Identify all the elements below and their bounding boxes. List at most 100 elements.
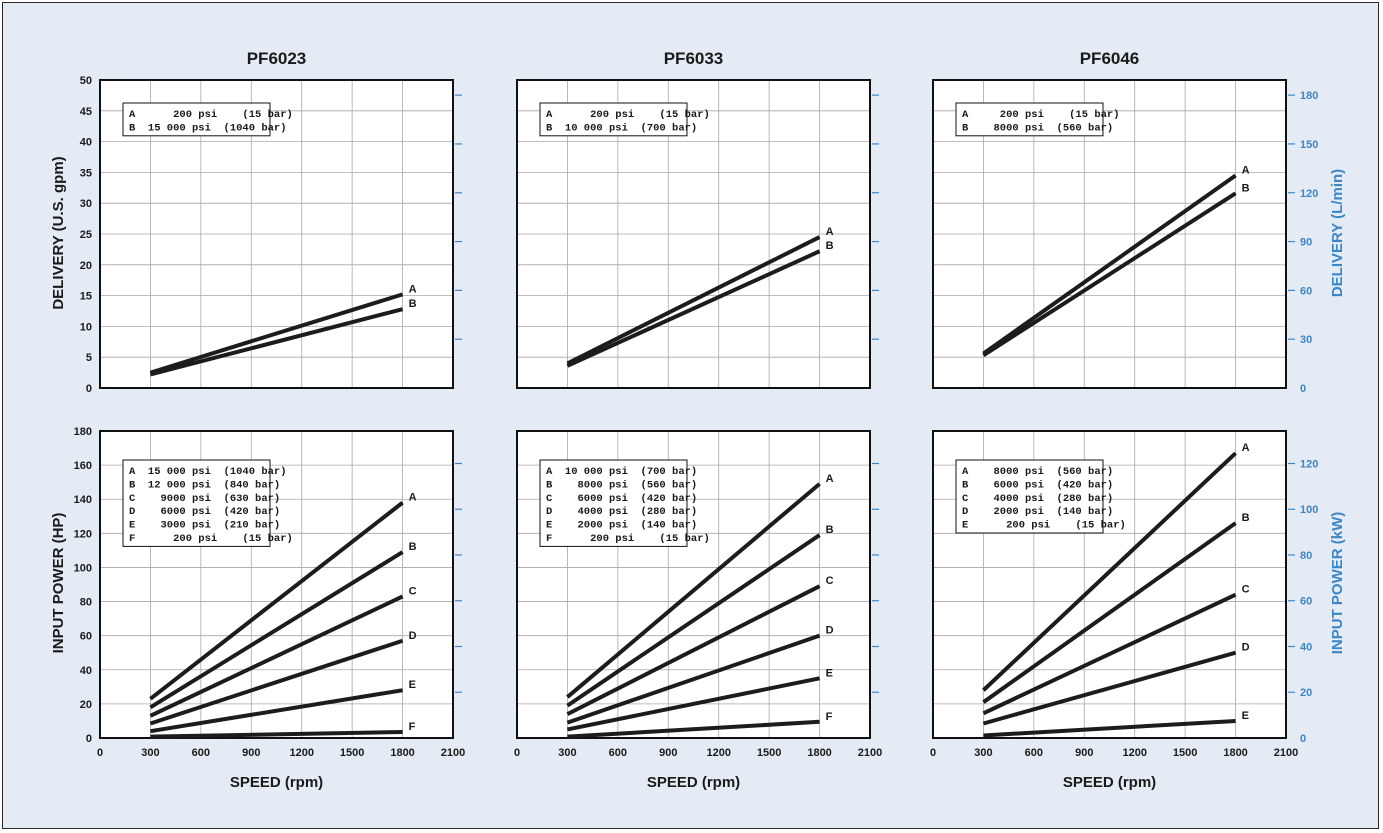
y-tick-label: 80 — [80, 597, 92, 609]
x-tick-label: 900 — [242, 747, 260, 759]
y2-tick-label: 60 — [1300, 596, 1312, 608]
legend-entry: E 2000 psi (140 bar) — [546, 520, 697, 532]
x-tick-label: 0 — [930, 747, 936, 759]
series-end-label: B — [1242, 182, 1250, 194]
series-line-a — [149, 501, 404, 701]
series-end-label: D — [826, 625, 834, 637]
series-line-a — [566, 482, 821, 699]
series-end-label: B — [826, 240, 834, 252]
series-end-label: C — [826, 575, 834, 587]
series-line-f — [567, 719, 820, 739]
power-left-axis-label: INPUT POWER (HP) — [50, 513, 67, 654]
legend-entry: D 2000 psi (140 bar) — [962, 506, 1113, 518]
y2-tick-label: 120 — [1300, 188, 1318, 200]
legend-entry: B 6000 psi (420 bar) — [962, 479, 1113, 491]
y-tick-label: 140 — [74, 494, 92, 506]
series-end-label: B — [409, 298, 417, 310]
series-end-label: E — [1242, 710, 1249, 722]
x-axis-label: SPEED (rpm) — [1063, 774, 1156, 791]
y-tick-label: 45 — [80, 106, 92, 118]
y-tick-label: 0 — [86, 733, 92, 745]
x-tick-label: 600 — [1025, 747, 1043, 759]
x-tick-label: 1200 — [706, 747, 730, 759]
y2-tick-label: 120 — [1300, 458, 1318, 470]
plot-frame — [516, 430, 871, 739]
series-end-label: F — [826, 711, 833, 723]
series-end-label: E — [409, 679, 416, 691]
legend-entry: E 3000 psi (210 bar) — [129, 520, 280, 532]
legend-entry: A 200 psi (15 bar) — [129, 109, 293, 121]
y2-tick-label: 20 — [1300, 687, 1312, 699]
series-line-b — [566, 249, 821, 368]
series-end-label: A — [1242, 442, 1250, 454]
x-tick-label: 2100 — [441, 747, 465, 759]
series-line-b — [149, 550, 404, 710]
x-axis-label: SPEED (rpm) — [230, 774, 323, 791]
series-line-d — [566, 633, 821, 725]
legend-box — [539, 102, 688, 137]
series-line-c — [566, 584, 821, 716]
y2-tick-label: 100 — [1300, 504, 1318, 516]
series-end-label: A — [826, 226, 834, 238]
legend-entry: C 6000 psi (420 bar) — [546, 493, 697, 505]
y2-tick-label: 0 — [1300, 383, 1306, 395]
y-tick-label: 15 — [80, 291, 92, 303]
series-end-label: B — [1242, 512, 1250, 524]
legend-box — [122, 459, 271, 547]
legend-entry: B 8000 psi (560 bar) — [546, 479, 697, 491]
y2-tick-label: 60 — [1300, 285, 1312, 297]
y-tick-label: 100 — [74, 562, 92, 574]
y-tick-label: 20 — [80, 260, 92, 272]
x-tick-label: 1200 — [1122, 747, 1146, 759]
legend-entry: D 4000 psi (280 bar) — [546, 506, 697, 518]
x-tick-label: 1500 — [340, 747, 364, 759]
series-end-label: A — [1242, 164, 1250, 176]
chart-title: PF6033 — [664, 49, 724, 68]
y2-tick-label: 90 — [1300, 237, 1312, 249]
x-tick-label: 2100 — [858, 747, 882, 759]
chart-5: 0 300 600 900 1200 1500 1800 2100 SPEED (rpm) A B C… — [514, 430, 882, 791]
x-tick-label: 1800 — [1223, 747, 1247, 759]
x-tick-label: 0 — [97, 747, 103, 759]
x-tick-label: 300 — [974, 747, 992, 759]
y-tick-label: 60 — [80, 631, 92, 643]
legend-entry: A 10 000 psi (700 bar) — [546, 466, 697, 478]
series-end-label: C — [1242, 584, 1250, 596]
series-end-label: B — [826, 524, 834, 536]
y-tick-label: 10 — [80, 321, 92, 333]
y2-tick-label: 180 — [1300, 90, 1318, 102]
x-tick-label: 1500 — [757, 747, 781, 759]
y-tick-label: 5 — [86, 352, 92, 364]
delivery-right-axis-label: DELIVERY (L/min) — [1329, 169, 1346, 297]
series-end-label: D — [1242, 642, 1250, 654]
legend-entry: A 8000 psi (560 bar) — [962, 466, 1113, 478]
series-line-e — [983, 718, 1236, 738]
x-tick-label: 600 — [192, 747, 210, 759]
series-end-label: A — [409, 283, 417, 295]
legend-entry: F 200 psi (15 bar) — [129, 533, 293, 545]
series-line-d — [149, 638, 404, 726]
legend-entry: D 6000 psi (420 bar) — [129, 506, 280, 518]
x-tick-label: 300 — [558, 747, 576, 759]
series-end-label: D — [409, 630, 417, 642]
y-tick-label: 120 — [74, 528, 92, 540]
y2-tick-label: 150 — [1300, 139, 1318, 151]
x-tick-label: 0 — [514, 747, 520, 759]
plot-frame — [932, 430, 1287, 739]
legend-entry: B 12 000 psi (840 bar) — [129, 479, 280, 491]
x-tick-label: 1200 — [289, 747, 313, 759]
series-end-label: C — [409, 585, 417, 597]
x-tick-label: 900 — [659, 747, 677, 759]
y2-tick-label: 80 — [1300, 550, 1312, 562]
chart-2: PF6033 AB A 200 psi (15 bar)B 10 000 psi (… — [516, 49, 879, 389]
y-tick-label: 40 — [80, 665, 92, 677]
legend-entry: C 4000 psi (280 bar) — [962, 493, 1113, 505]
x-tick-label: 900 — [1075, 747, 1093, 759]
legend-box — [539, 459, 688, 547]
series-line-d — [982, 650, 1237, 726]
y-tick-label: 160 — [74, 460, 92, 472]
plot-frame — [99, 430, 454, 739]
x-tick-label: 300 — [141, 747, 159, 759]
